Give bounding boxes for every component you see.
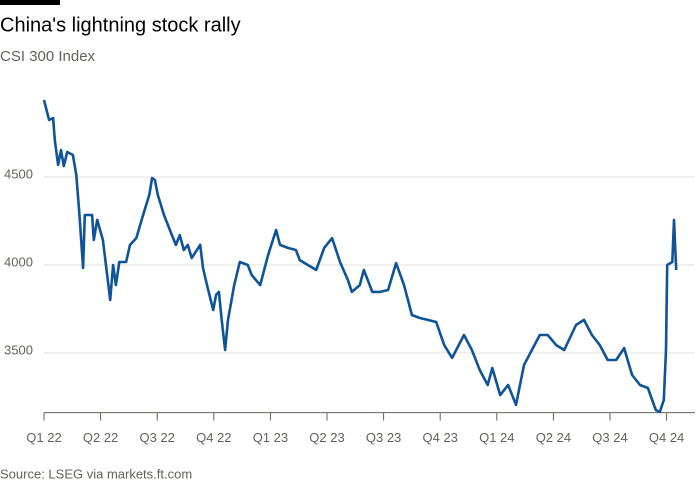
x-tick-label: Q3 22 <box>139 430 174 445</box>
source: Source: LSEG via markets.ft.com <box>0 466 192 481</box>
chart-subtitle: CSI 300 Index <box>0 48 96 65</box>
x-tick-label: Q1 22 <box>26 430 61 445</box>
x-tick-label: Q1 24 <box>479 430 514 445</box>
chart-title: China's lightning stock rally <box>0 14 241 36</box>
x-tick-label: Q4 24 <box>649 430 684 445</box>
x-tick-label: Q3 24 <box>592 430 627 445</box>
x-tick-label: Q3 23 <box>366 430 401 445</box>
x-tick-label: Q4 22 <box>196 430 231 445</box>
x-tick-label: Q1 23 <box>253 430 288 445</box>
line <box>42 99 678 414</box>
x-tick-label: Q2 23 <box>309 430 344 445</box>
y-tick-label: 4000 <box>4 254 33 269</box>
y-tick-label: 3500 <box>4 342 33 357</box>
x-tick-label: Q2 22 <box>83 430 118 445</box>
y-tick-label: 4500 <box>4 166 33 181</box>
brand-bar <box>0 0 60 5</box>
x-tick-label: Q2 24 <box>536 430 571 445</box>
x-tick-label: Q4 23 <box>422 430 457 445</box>
